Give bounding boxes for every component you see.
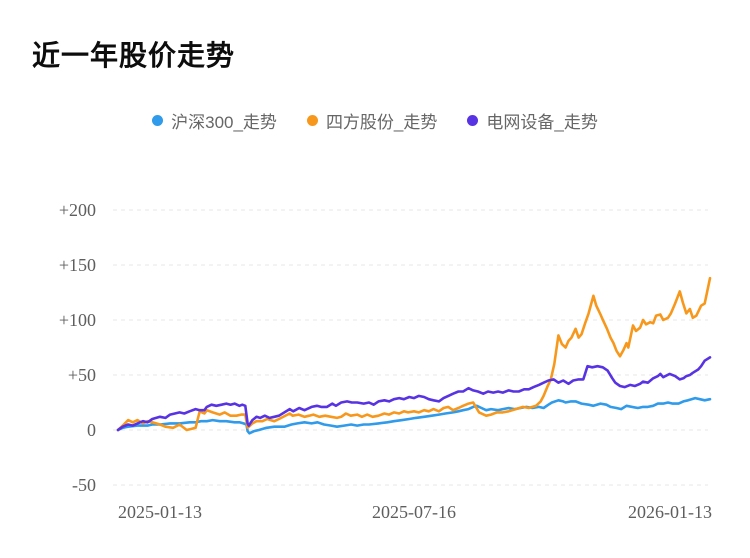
legend-item-label: 四方股份_走势	[325, 113, 438, 132]
page-title: 近一年股价走势	[32, 40, 236, 71]
legend-dot-icon	[467, 115, 479, 126]
legend-item-2[interactable]: 电网设备_走势	[467, 108, 598, 133]
series-line-2	[116, 356, 712, 432]
legend-dot-icon	[152, 115, 164, 126]
y-tick-label: +50	[67, 365, 96, 385]
legend-item-label: 沪深300_走势	[171, 113, 277, 132]
x-tick-label: 2026-01-13	[628, 502, 712, 522]
legend: 沪深300_走势 四方股份_走势 电网设备_走势	[0, 108, 750, 133]
y-tick-label: +200	[58, 200, 96, 220]
legend-dot-icon	[306, 115, 318, 126]
legend-item-label: 电网设备_走势	[486, 113, 598, 132]
legend-item-0[interactable]: 沪深300_走势	[152, 108, 277, 133]
y-tick-label: 0	[87, 420, 96, 440]
legend-item-1[interactable]: 四方股份_走势	[306, 108, 438, 133]
series-line-1	[116, 276, 712, 432]
x-tick-label: 2025-01-13	[118, 502, 202, 522]
x-tick-label: 2025-07-16	[372, 502, 456, 522]
series-line-0	[116, 396, 712, 435]
y-tick-label: -50	[72, 475, 96, 495]
y-tick-label: +150	[58, 255, 96, 275]
y-tick-label: +100	[58, 310, 96, 330]
